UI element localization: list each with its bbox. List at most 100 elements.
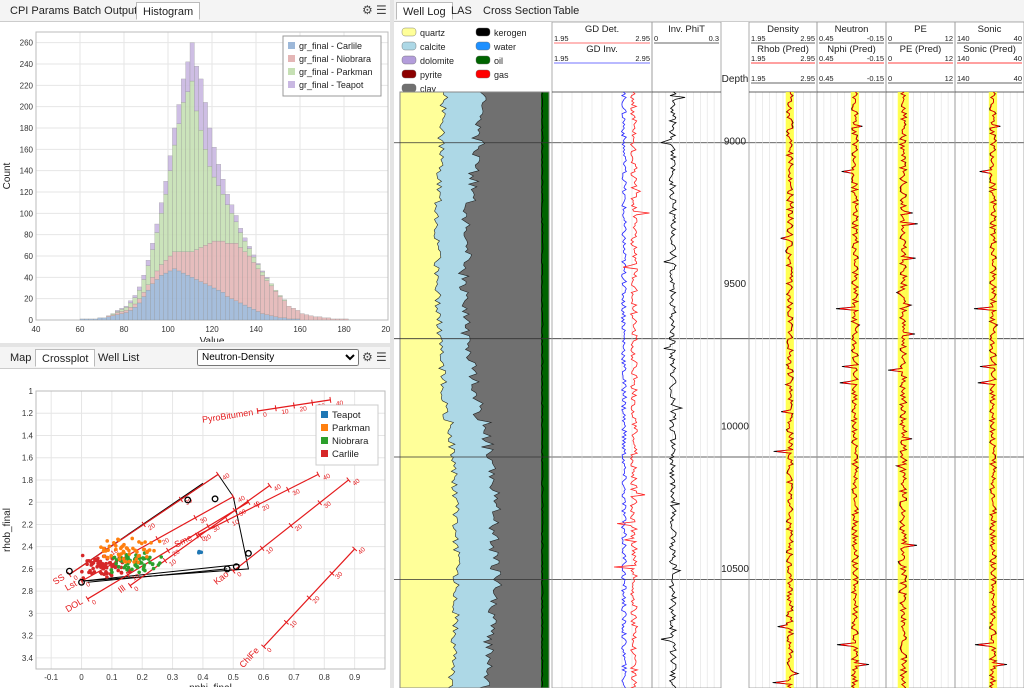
hist-bar (233, 243, 239, 301)
hist-bar (251, 262, 257, 310)
scatter-point (139, 561, 144, 565)
cross-ytick-label: 2 (29, 498, 34, 507)
hist-bar (159, 213, 164, 265)
hist-bar (273, 316, 279, 321)
endpoint-marker (232, 563, 240, 571)
hist-bar (137, 286, 142, 291)
hist-bar (225, 296, 230, 321)
hist-bar (295, 310, 301, 320)
cross-xtick-label: 0.9 (349, 673, 361, 682)
mineral-tick (225, 517, 229, 524)
hist-bar (189, 80, 195, 252)
hist-bar (225, 193, 230, 205)
hist-bar (291, 318, 296, 321)
mineral-tick (311, 399, 314, 406)
hist-bar (247, 255, 252, 308)
mineral-tick-label: 20 (261, 503, 271, 513)
track-header-max: 2.95 (635, 34, 650, 43)
hist-ytick-label: 60 (24, 252, 33, 261)
tab-map[interactable]: Map (10, 352, 32, 364)
hist-xtick-label: 160 (293, 325, 307, 334)
mineral-tick (261, 644, 267, 650)
hist-bar (145, 284, 151, 291)
track-header-min: 140 (957, 54, 970, 63)
hist-bar (203, 245, 208, 284)
tab-cpi-params[interactable]: CPI Params (10, 5, 70, 17)
hist-bar (172, 127, 177, 146)
track-header-min: 0 (888, 74, 892, 83)
tab-crossplot[interactable]: Crossplot (35, 349, 96, 367)
hist-bar (282, 300, 287, 319)
lith-legend-swatch (401, 69, 417, 79)
scatter-point (121, 544, 125, 548)
lith-legend-label: dolomite (420, 56, 454, 66)
scatter-point (99, 545, 103, 549)
gear-icon[interactable]: ⚙ (362, 350, 373, 364)
mineral-tick (316, 471, 321, 478)
gear-icon[interactable]: ⚙ (362, 3, 373, 17)
scatter-point (117, 538, 121, 542)
hist-xtick-label: 120 (205, 325, 219, 334)
hist-bar (172, 144, 177, 252)
mineral-tick (346, 477, 351, 483)
mineral-tick-label: 0 (73, 574, 80, 582)
hist-bar (264, 278, 270, 281)
hist-bar (198, 247, 204, 282)
menu-icon[interactable]: ☰ (376, 350, 387, 364)
cross-legend-swatch (321, 424, 328, 431)
menu-icon[interactable]: ☰ (376, 3, 387, 17)
endpoint-marker (184, 496, 192, 504)
tab-batch-output[interactable]: Batch Output (73, 5, 138, 17)
scatter-point (127, 552, 132, 556)
horizontal-splitter[interactable] (0, 343, 390, 347)
tab-las[interactable]: LAS (451, 5, 472, 17)
cross-xtick-label: -0.1 (44, 673, 58, 682)
track-header-max: -0.15 (867, 54, 884, 63)
hist-bar (79, 318, 85, 321)
hist-ytick-label: 20 (24, 295, 33, 304)
scatter-point (141, 557, 146, 561)
crossplot-panel: Map Crossplot Well List Neutron-Density … (0, 347, 390, 688)
hist-bar (247, 248, 252, 257)
hist-bar (238, 232, 243, 248)
mineral-tick (85, 596, 90, 602)
vertical-splitter[interactable] (390, 0, 394, 688)
tab-table[interactable]: Table (553, 5, 580, 17)
histogram-chart: 0 20 40 60 80 100 120 140 160 180 200 220 240 260 40 60… (2, 31, 390, 342)
crossplot-type-select[interactable]: Neutron-Density (197, 349, 359, 366)
lith-legend-swatch (475, 69, 491, 79)
track-header-max: 40 (1014, 34, 1022, 43)
tab-histogram[interactable]: Histogram (136, 2, 201, 20)
hist-bar (233, 300, 239, 321)
hist-bar (203, 102, 208, 150)
cross-xlabel: nphi_final (189, 683, 232, 687)
mineral-tick-label: 0 (266, 646, 274, 654)
cross-legend-swatch (321, 411, 328, 418)
cross-ytick-label: 1.6 (22, 454, 34, 463)
mineral-tick-label: 20 (161, 537, 171, 547)
hist-ytick-label: 260 (20, 39, 34, 48)
lith-legend-swatch (401, 83, 417, 93)
scatter-point (107, 544, 112, 549)
mineral-tick-label: 10 (265, 546, 275, 556)
scatter-point (130, 567, 134, 572)
scatter-point (121, 557, 126, 561)
hist-bar (189, 42, 195, 82)
hist-bar (176, 270, 182, 321)
hist-ytick-label: 40 (24, 273, 33, 282)
hist-bar (242, 251, 248, 306)
scatter-point (116, 568, 120, 573)
hist-bar (277, 317, 283, 321)
cross-ytick-label: 2.2 (22, 520, 34, 529)
lith-legend-label: calcite (420, 42, 446, 52)
hist-bar (119, 308, 125, 310)
tab-cross-section[interactable]: Cross Section (483, 5, 552, 17)
mineral-tick-label: 40 (237, 495, 247, 505)
tab-well-log[interactable]: Well Log (396, 2, 453, 20)
lith-legend-label: gas (494, 70, 509, 80)
track-header-min: 1.95 (751, 74, 766, 83)
lith-legend-label: kerogen (494, 28, 527, 38)
tab-well-list[interactable]: Well List (98, 352, 140, 364)
scatter-point (143, 540, 147, 544)
scatter-point (133, 563, 138, 567)
